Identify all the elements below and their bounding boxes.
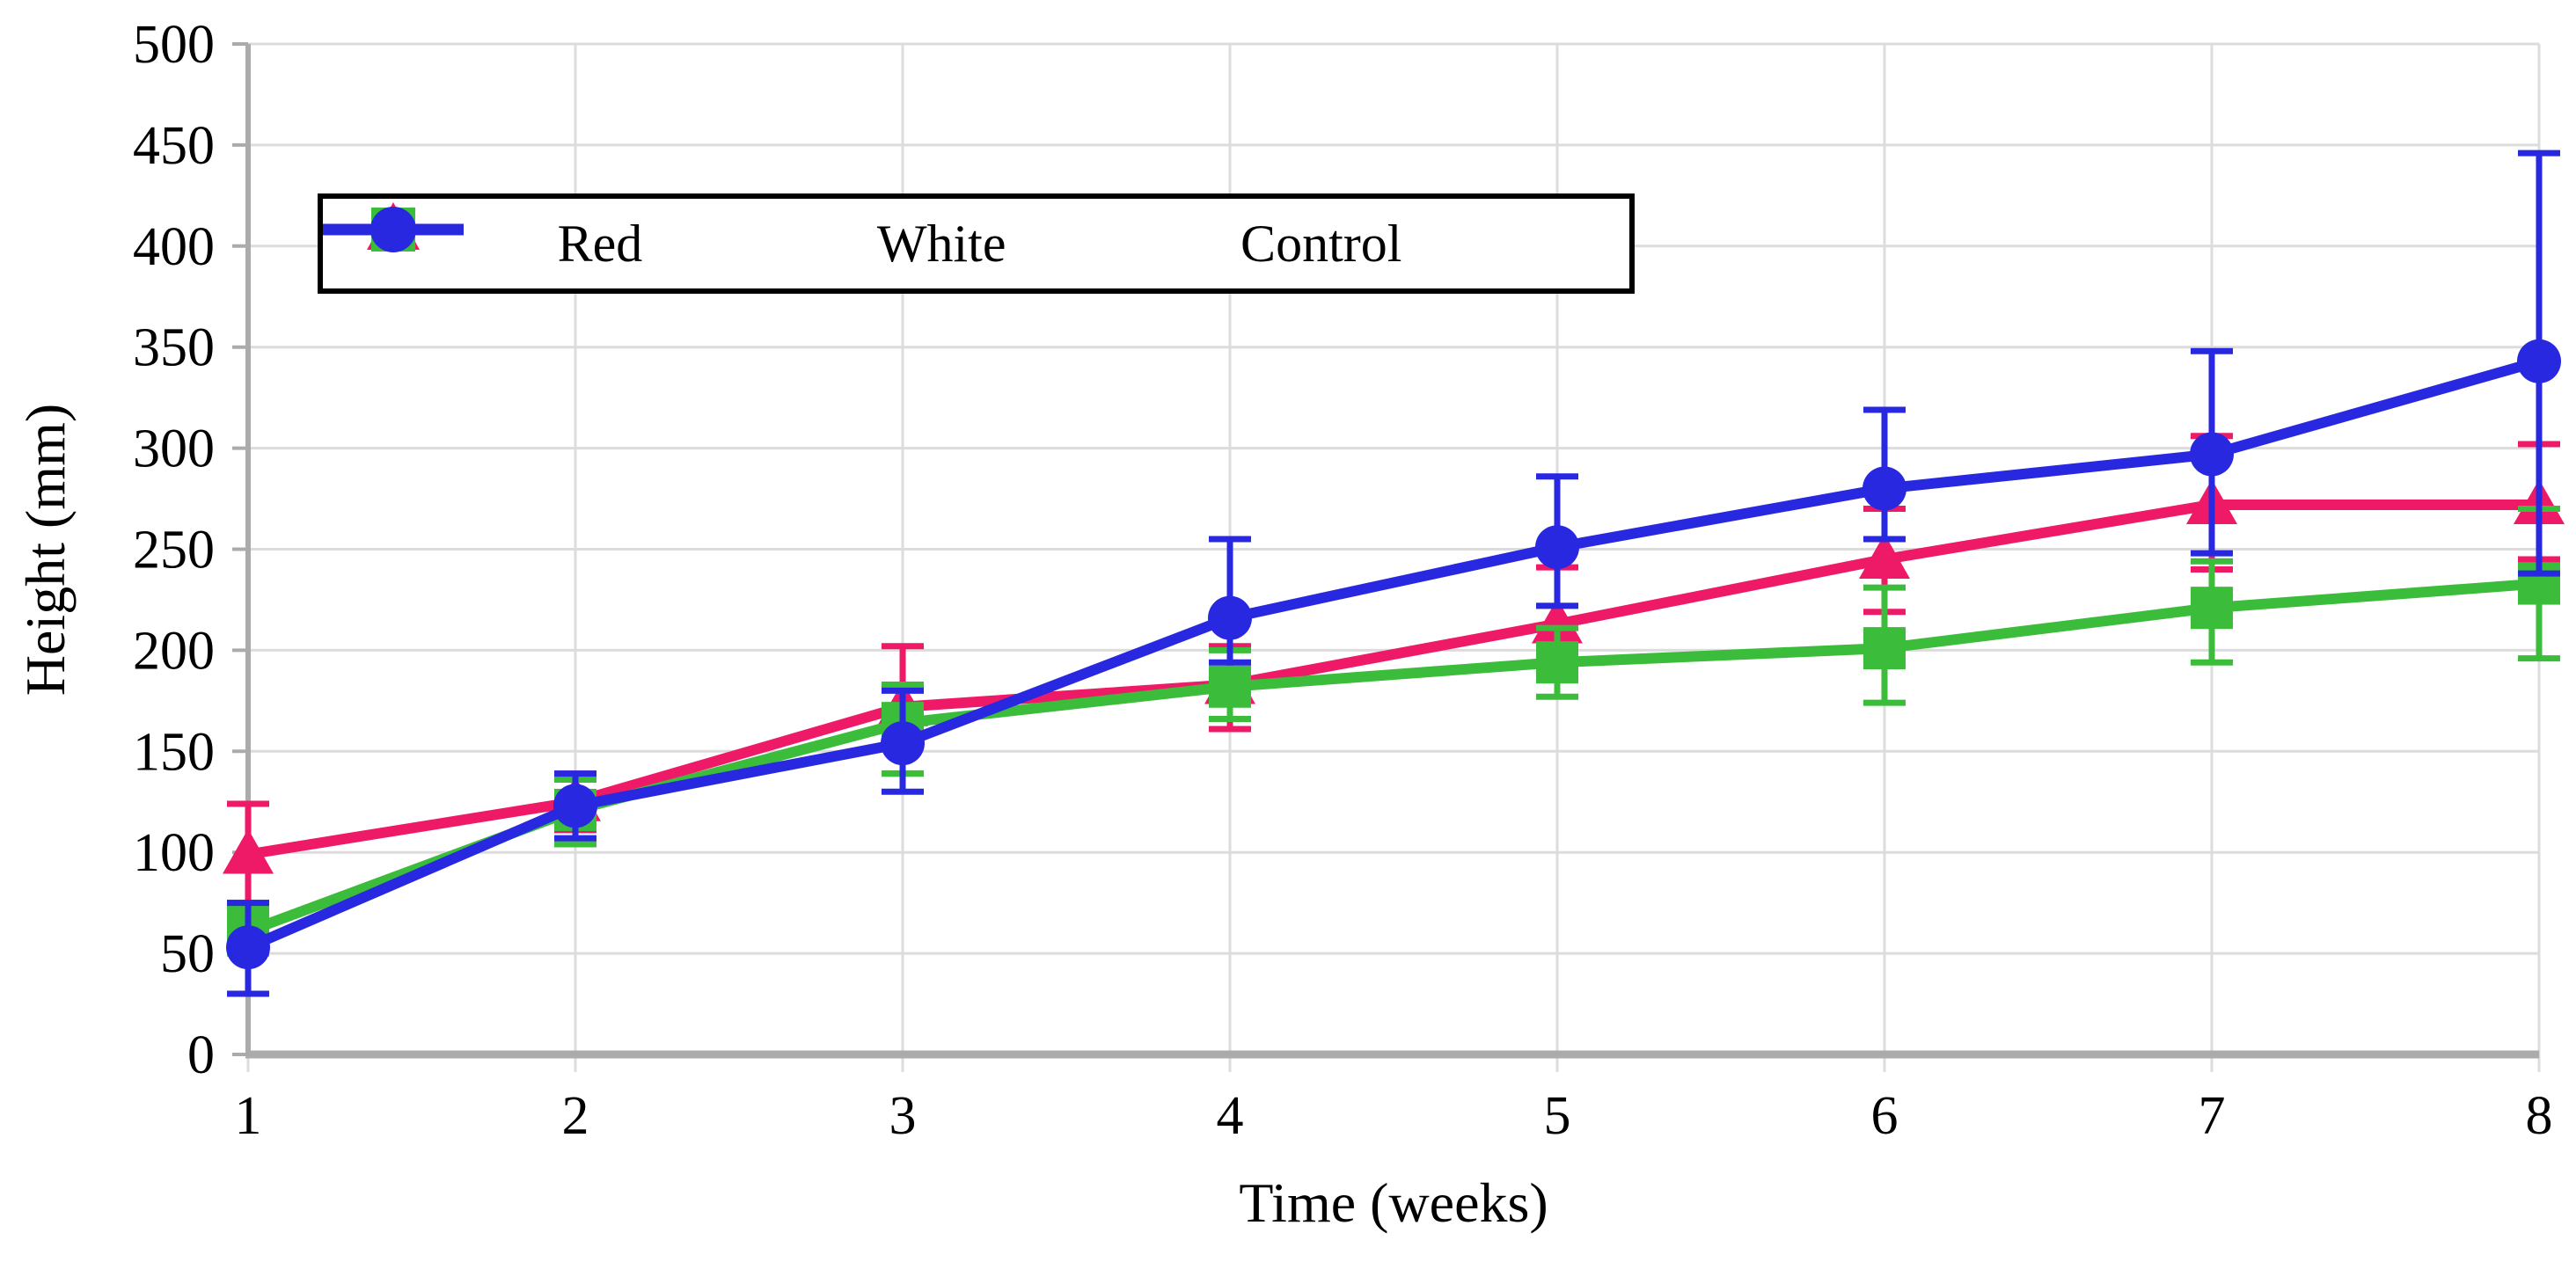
x-axis-title: Time (weeks)	[1239, 1171, 1548, 1234]
svg-text:5: 5	[1544, 1086, 1571, 1146]
svg-text:2: 2	[562, 1086, 589, 1146]
svg-text:250: 250	[133, 521, 215, 580]
legend-label: Control	[1240, 215, 1402, 273]
legend-item-white: White	[323, 208, 1006, 273]
svg-text:500: 500	[133, 15, 215, 75]
svg-text:8: 8	[2526, 1086, 2553, 1146]
svg-text:150: 150	[133, 722, 215, 782]
svg-text:50: 50	[160, 924, 215, 984]
svg-text:100: 100	[133, 823, 215, 883]
svg-text:4: 4	[1217, 1086, 1244, 1146]
legend-label: Red	[557, 215, 643, 273]
legend-label: White	[876, 215, 1006, 273]
legend: Red White Control	[318, 193, 1635, 294]
svg-text:6: 6	[1871, 1086, 1899, 1146]
svg-text:450: 450	[133, 116, 215, 176]
svg-text:300: 300	[133, 419, 215, 479]
svg-text:0: 0	[187, 1025, 215, 1085]
svg-text:400: 400	[133, 217, 215, 277]
legend-item-red: Red	[323, 202, 643, 273]
svg-text:200: 200	[133, 621, 215, 681]
svg-text:7: 7	[2199, 1086, 2226, 1146]
svg-text:3: 3	[889, 1086, 917, 1146]
svg-text:1: 1	[235, 1086, 262, 1146]
legend-item-control: Control	[323, 207, 1402, 273]
y-axis-title: Height (mm)	[14, 403, 77, 697]
svg-text:350: 350	[133, 318, 215, 378]
